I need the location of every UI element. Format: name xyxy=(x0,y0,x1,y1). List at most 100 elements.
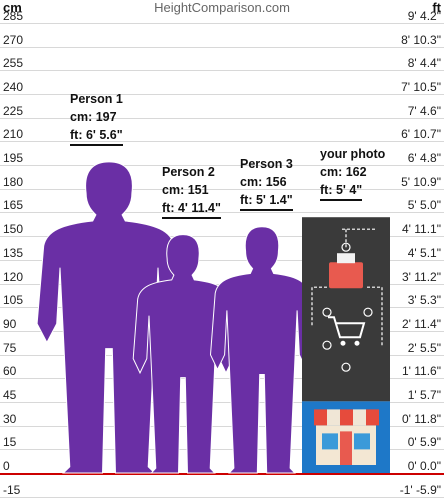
grid-line xyxy=(0,70,444,72)
grid-line xyxy=(0,212,444,214)
person-1-cm: cm: 197 xyxy=(70,109,117,124)
person-3-label: Person 3 cm: 156 ft: 5' 1.4" xyxy=(240,155,293,211)
cm-tick-label: 180 xyxy=(3,174,24,189)
cm-tick-label: 255 xyxy=(3,56,24,71)
store-window-icon xyxy=(354,433,370,450)
store-window-icon xyxy=(322,433,338,450)
person-1-label: Person 1 cm: 197 ft: 6' 5.6" xyxy=(70,90,123,146)
your-photo-image[interactable] xyxy=(302,217,390,473)
your-photo-label: your photo cm: 162 ft: 5' 4" xyxy=(320,145,386,202)
cm-tick-label: 225 xyxy=(3,103,24,118)
cm-tick-label: 0 xyxy=(3,459,10,473)
ft-tick-label: 2' 5.5" xyxy=(407,340,441,355)
cm-tick-label: 30 xyxy=(3,411,17,426)
cm-tick-label: 285 xyxy=(3,9,24,23)
site-name[interactable]: HeightComparison.com xyxy=(154,0,290,15)
ft-tick-label: -1' -5.9" xyxy=(399,482,441,497)
cm-tick-label: 120 xyxy=(3,269,24,284)
cm-tick-label: 75 xyxy=(3,340,17,355)
person-2-cm: cm: 151 xyxy=(162,182,209,197)
zero-line xyxy=(0,473,444,475)
cm-tick-label: 210 xyxy=(3,127,24,142)
grid-line xyxy=(0,378,444,380)
cm-tick-label: 195 xyxy=(3,151,24,166)
cm-tick-label: 45 xyxy=(3,387,17,402)
ft-tick-label: 5' 10.9" xyxy=(401,174,441,189)
store-awning-stripe xyxy=(340,409,353,426)
person-3-name: Person 3 xyxy=(240,156,293,171)
ft-tick-label: 0' 5.9" xyxy=(407,435,441,450)
network-node-icon xyxy=(322,340,332,350)
grid-line xyxy=(0,165,444,167)
your-photo-ft: ft: 5' 4" xyxy=(320,181,363,202)
shopping-cart-icon xyxy=(328,316,366,339)
cm-tick-label: 240 xyxy=(3,80,24,95)
ft-tick-label: 7' 10.5" xyxy=(401,80,441,95)
grid-line xyxy=(0,117,444,119)
cart-wheel-icon xyxy=(340,340,346,346)
person-3-ft: ft: 5' 1.4" xyxy=(240,191,293,211)
store-awning-stripe xyxy=(366,409,379,426)
grid-line xyxy=(0,425,444,427)
store-awning-stripe xyxy=(314,409,327,426)
person-2-ft: ft: 4' 11.4" xyxy=(162,199,221,219)
cm-tick-label: 165 xyxy=(3,198,24,213)
ft-tick-label: 3' 11.2" xyxy=(401,269,441,284)
photo-dashed-lines xyxy=(342,228,377,248)
network-node-icon xyxy=(341,362,351,372)
ft-tick-label: 8' 10.3" xyxy=(401,32,441,47)
network-node-icon xyxy=(322,307,332,317)
store-awning-stripe xyxy=(353,409,366,426)
grid-line xyxy=(0,496,444,498)
ft-tick-label: 9' 4.2" xyxy=(407,9,441,23)
cm-tick-label: 270 xyxy=(3,32,24,47)
ft-tick-label: 7' 4.6" xyxy=(407,103,441,118)
grid-line xyxy=(0,236,444,238)
grid-line xyxy=(0,94,444,96)
ft-tick-label: 4' 11.1" xyxy=(401,222,441,237)
your-photo-name: your photo xyxy=(320,147,386,162)
cart-wheel-icon xyxy=(354,340,360,346)
ft-tick-label: 2' 11.4" xyxy=(401,316,441,331)
person-2-label: Person 2 cm: 151 ft: 4' 11.4" xyxy=(162,163,221,219)
cash-register-icon xyxy=(329,262,363,289)
ft-tick-label: 0' 0.0" xyxy=(407,459,441,473)
cm-tick-label: 90 xyxy=(3,316,17,331)
network-node-icon xyxy=(363,307,373,317)
cm-tick-label: 135 xyxy=(3,245,24,260)
person-1-name: Person 1 xyxy=(70,91,123,106)
grid-line xyxy=(0,401,444,403)
grid-line xyxy=(0,23,444,24)
ft-tick-label: 6' 10.7" xyxy=(401,127,441,142)
grid-line xyxy=(0,46,444,48)
ft-tick-label: 8' 4.4" xyxy=(407,56,441,71)
grid-line xyxy=(0,259,444,261)
photo-connector-lines xyxy=(311,286,383,348)
ft-tick-label: 3' 5.3" xyxy=(407,293,441,308)
person-3-cm: cm: 156 xyxy=(240,174,287,189)
person-1-ft: ft: 6' 5.6" xyxy=(70,126,123,146)
ft-tick-label: 6' 4.8" xyxy=(407,151,441,166)
cm-tick-label: 150 xyxy=(3,222,24,237)
grid-line xyxy=(0,141,444,143)
network-node-icon xyxy=(341,242,351,252)
grid-line xyxy=(0,188,444,190)
ft-tick-label: 0' 11.8" xyxy=(401,411,441,426)
ft-tick-label: 4' 5.1" xyxy=(407,245,441,260)
cash-register-screen xyxy=(337,253,355,264)
cm-tick-label: 60 xyxy=(3,364,17,379)
your-photo-cm: cm: 162 xyxy=(320,165,367,180)
cm-tick-label: 105 xyxy=(3,293,24,308)
person-2-name: Person 2 xyxy=(162,164,215,179)
cm-tick-label: -15 xyxy=(3,482,21,497)
cm-unit-label: cm xyxy=(3,0,22,15)
ft-tick-label: 1' 5.7" xyxy=(407,387,441,402)
ft-tick-label: 1' 11.6" xyxy=(401,364,441,379)
ft-tick-label: 5' 5.0" xyxy=(407,198,441,213)
store-awning-stripe xyxy=(327,409,340,426)
cm-tick-label: 15 xyxy=(3,435,17,450)
grid-line xyxy=(0,449,444,451)
ft-unit-label: ft xyxy=(432,0,441,15)
